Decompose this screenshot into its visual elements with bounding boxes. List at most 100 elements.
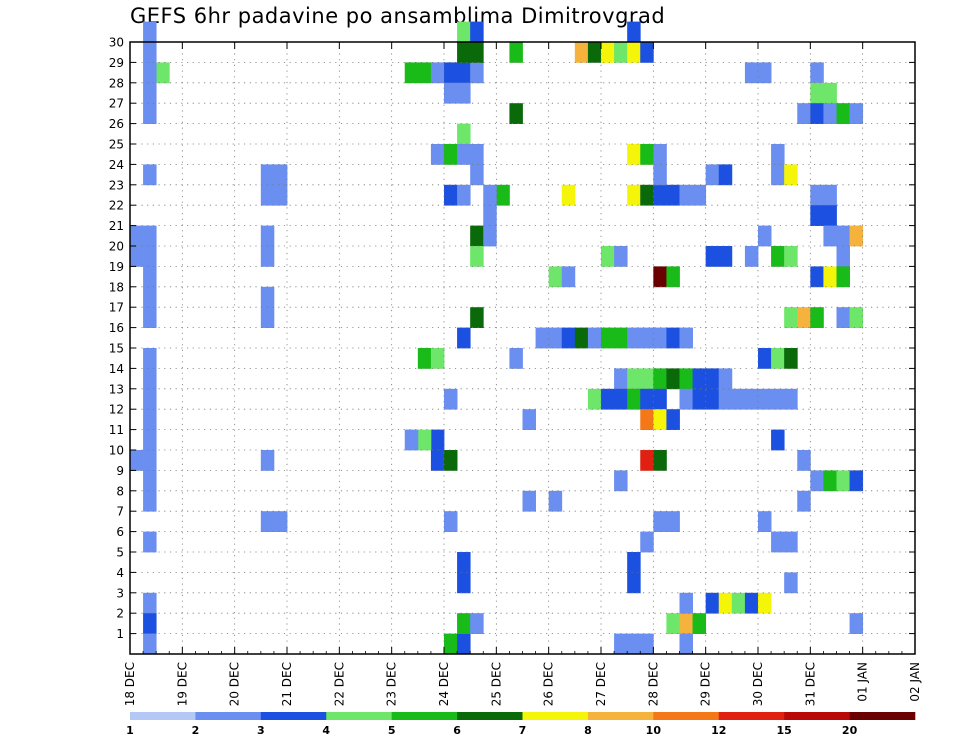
- x-axis: 18 DEC 19 DEC 20 DEC 21 DEC 22 DEC 23 DEC 24 D…: [123, 42, 922, 706]
- heatmap-cell: [627, 144, 641, 165]
- heatmap-cell: [718, 164, 733, 186]
- heatmap-cell: [771, 348, 785, 369]
- heatmap-cell: [627, 552, 641, 573]
- heatmap-cell: [718, 246, 733, 267]
- heatmap-cell: [470, 42, 484, 63]
- chart-title: GEFS 6hr padavine po ansamblima Dimitrov…: [130, 4, 666, 28]
- heatmap-cell: [797, 103, 811, 124]
- heatmap-cell: [653, 144, 667, 165]
- heatmap-cell: [143, 225, 157, 247]
- heatmap-cell: [705, 164, 720, 186]
- heatmap-cell: [823, 266, 837, 288]
- y-tick-label: 3: [116, 586, 124, 600]
- heatmap-cell: [640, 633, 654, 655]
- heatmap-cell: [653, 327, 667, 349]
- colorbar-swatch: [718, 712, 785, 720]
- heatmap-cell: [430, 450, 445, 471]
- y-tick-label: 21: [109, 219, 124, 233]
- heatmap-cell: [627, 21, 641, 43]
- heatmap-cell: [601, 42, 615, 63]
- colorbar-label: 4: [322, 724, 330, 737]
- heatmap-cell: [614, 246, 628, 267]
- heatmap-cell: [836, 225, 850, 247]
- heatmap-cell: [744, 62, 759, 84]
- heatmap-cell: [143, 613, 157, 634]
- heatmap-cell: [627, 368, 641, 390]
- heatmap-cell: [614, 470, 628, 492]
- y-tick-label: 4: [116, 566, 124, 580]
- heatmap-cell: [143, 103, 157, 124]
- y-tick-label: 2: [116, 607, 124, 621]
- heatmap-cell: [810, 82, 824, 104]
- heatmap-cell: [810, 307, 824, 328]
- heatmap-cell: [470, 307, 484, 328]
- heatmap-cell: [260, 246, 275, 267]
- heatmap-cell: [509, 42, 523, 63]
- colorbar-swatch: [522, 712, 589, 720]
- heatmap-cell: [849, 103, 864, 124]
- heatmap-cell: [810, 205, 824, 226]
- colorbar-swatch: [391, 712, 458, 720]
- heatmap-cell: [430, 348, 445, 369]
- x-tick-label: 24 DEC: [437, 662, 451, 706]
- heatmap-cell: [679, 633, 693, 655]
- heatmap-cell: [653, 409, 667, 430]
- y-tick-label: 15: [109, 342, 124, 356]
- heatmap-cell: [771, 144, 785, 165]
- heatmap-cell: [601, 246, 615, 267]
- heatmap-cell: [679, 388, 693, 410]
- heatmap-cell: [836, 307, 850, 328]
- y-tick-label: 8: [116, 484, 124, 498]
- x-tick-label: 27 DEC: [594, 662, 608, 706]
- heatmap-cell: [143, 429, 157, 451]
- heatmap-cell: [457, 82, 471, 104]
- heatmap-cell: [758, 225, 772, 247]
- heatmap-cell: [640, 531, 654, 553]
- y-tick-label: 12: [109, 403, 124, 417]
- heatmap-cell: [784, 348, 798, 369]
- colorbar-swatch: [587, 712, 654, 720]
- colorbar: 1 2 3 4 5 6 7 8 10 12 15 20: [126, 712, 916, 737]
- colorbar-label: 5: [388, 724, 396, 737]
- heatmap-cell: [156, 62, 170, 84]
- colorbar-label: 1: [126, 724, 134, 737]
- heatmap-cell: [457, 42, 471, 63]
- heatmap-cell: [640, 42, 654, 63]
- heatmap-cell: [601, 388, 615, 410]
- heatmap-cell: [640, 368, 654, 390]
- heatmap-cell: [836, 246, 850, 267]
- heatmap-cell: [561, 327, 576, 349]
- heatmap-cell: [640, 450, 654, 471]
- heatmap-cell: [143, 450, 157, 471]
- heatmap-cell: [587, 42, 602, 63]
- heatmap-cell: [679, 613, 693, 634]
- y-tick-label: 1: [116, 627, 124, 641]
- heatmap-cell: [640, 327, 654, 349]
- heatmap-cell: [143, 490, 157, 512]
- heatmap-cell: [143, 21, 157, 43]
- heatmap-cell: [483, 184, 497, 206]
- heatmap-cell: [470, 225, 484, 247]
- heatmap-cell: [457, 62, 471, 84]
- heatmap-cell: [758, 348, 772, 369]
- colorbar-swatch: [849, 712, 916, 720]
- heatmap-cell: [744, 246, 759, 267]
- colorbar-label: 2: [192, 724, 200, 737]
- heatmap-cell: [849, 470, 864, 492]
- heatmap-cell: [457, 572, 471, 594]
- heatmap-cell: [627, 633, 641, 655]
- y-tick-label: 30: [109, 36, 124, 50]
- heatmap-cell: [797, 490, 811, 512]
- x-tick-label: 02 JAN: [908, 662, 922, 702]
- heatmap-cell: [666, 266, 680, 288]
- heatmap-cell: [143, 388, 157, 410]
- heatmap-cell: [417, 62, 432, 84]
- heatmap-cell: [666, 511, 680, 532]
- y-tick-label: 10: [109, 444, 124, 458]
- heatmap-cell: [457, 21, 471, 43]
- heatmap-cell: [758, 388, 772, 410]
- heatmap-cell: [273, 184, 288, 206]
- y-tick-label: 24: [109, 158, 124, 172]
- heatmap-cell: [640, 144, 654, 165]
- heatmap-cell: [561, 266, 576, 288]
